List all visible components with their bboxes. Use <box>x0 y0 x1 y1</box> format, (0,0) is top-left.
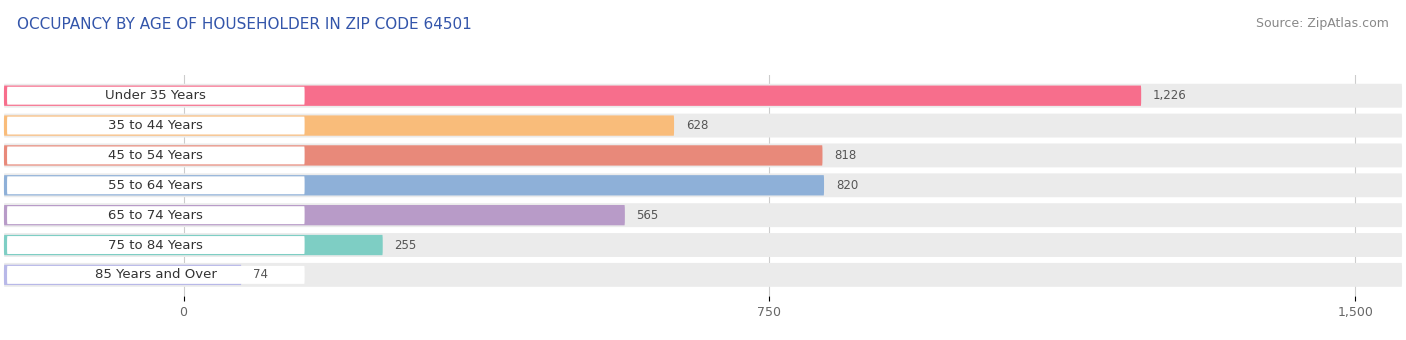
Text: 35 to 44 Years: 35 to 44 Years <box>108 119 204 132</box>
FancyBboxPatch shape <box>7 236 305 254</box>
Text: 55 to 64 Years: 55 to 64 Years <box>108 179 204 192</box>
Text: 818: 818 <box>834 149 856 162</box>
Text: Under 35 Years: Under 35 Years <box>105 89 207 102</box>
FancyBboxPatch shape <box>4 205 624 225</box>
FancyBboxPatch shape <box>4 143 1402 167</box>
FancyBboxPatch shape <box>4 263 1402 287</box>
Text: Source: ZipAtlas.com: Source: ZipAtlas.com <box>1256 17 1389 30</box>
FancyBboxPatch shape <box>4 84 1402 108</box>
FancyBboxPatch shape <box>4 175 824 195</box>
FancyBboxPatch shape <box>7 147 305 165</box>
FancyBboxPatch shape <box>7 266 305 284</box>
Text: 255: 255 <box>395 239 416 252</box>
FancyBboxPatch shape <box>4 173 1402 197</box>
FancyBboxPatch shape <box>7 176 305 194</box>
FancyBboxPatch shape <box>4 203 1402 227</box>
Text: 628: 628 <box>686 119 709 132</box>
FancyBboxPatch shape <box>4 145 823 166</box>
FancyBboxPatch shape <box>4 114 1402 137</box>
FancyBboxPatch shape <box>4 115 673 136</box>
FancyBboxPatch shape <box>4 265 242 285</box>
Text: 565: 565 <box>637 209 659 222</box>
FancyBboxPatch shape <box>7 87 305 105</box>
Text: 75 to 84 Years: 75 to 84 Years <box>108 239 204 252</box>
Text: 85 Years and Over: 85 Years and Over <box>94 268 217 282</box>
Text: 74: 74 <box>253 268 269 282</box>
FancyBboxPatch shape <box>4 235 382 255</box>
Text: 1,226: 1,226 <box>1153 89 1187 102</box>
FancyBboxPatch shape <box>4 86 1142 106</box>
FancyBboxPatch shape <box>7 117 305 135</box>
FancyBboxPatch shape <box>7 206 305 224</box>
Text: OCCUPANCY BY AGE OF HOUSEHOLDER IN ZIP CODE 64501: OCCUPANCY BY AGE OF HOUSEHOLDER IN ZIP C… <box>17 17 471 32</box>
Text: 65 to 74 Years: 65 to 74 Years <box>108 209 204 222</box>
Text: 45 to 54 Years: 45 to 54 Years <box>108 149 204 162</box>
FancyBboxPatch shape <box>4 233 1402 257</box>
Text: 820: 820 <box>835 179 858 192</box>
